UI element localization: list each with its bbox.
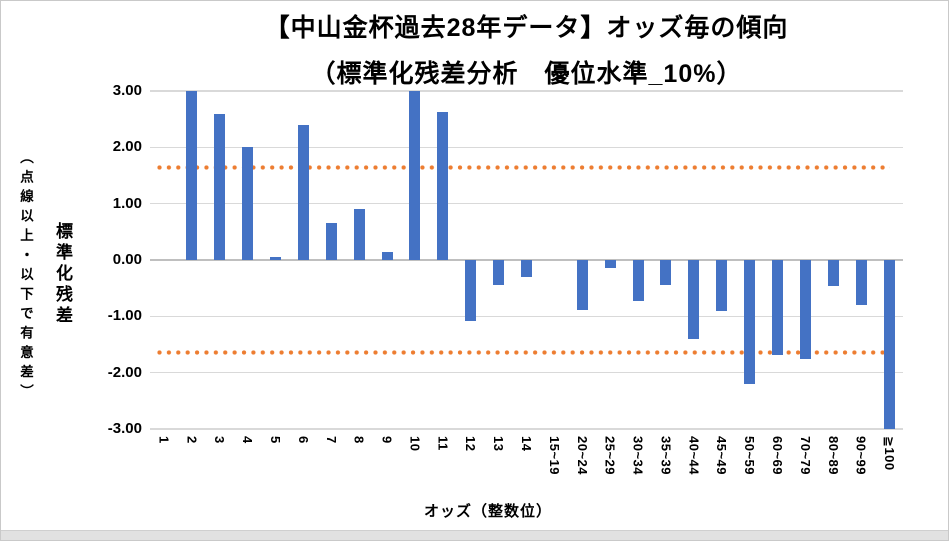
bar: [883, 260, 895, 429]
bar: [772, 260, 783, 355]
y-tick-label: 2.00: [112, 138, 142, 156]
x-tick-label: 20~24: [574, 436, 590, 476]
x-tick-label: 4: [240, 436, 256, 444]
bar: [381, 252, 393, 260]
y-tick-label: -1.00: [107, 307, 142, 325]
x-tick-label: 50~59: [742, 436, 758, 476]
x-tick-label: 15~19: [546, 436, 562, 476]
x-tick-label: 14: [519, 436, 534, 452]
x-tick-label: 10: [407, 436, 423, 452]
y-axis-subtitle: （点線以上・以下で有意差）: [18, 150, 33, 404]
gridline: [150, 202, 903, 205]
bar: [576, 260, 588, 311]
bar: [799, 260, 811, 359]
gridline: [150, 428, 903, 430]
bar: [521, 260, 532, 277]
x-tick-label: 1: [156, 436, 172, 444]
x-tick-label: 3: [212, 436, 228, 444]
x-tick-label: 2: [184, 436, 200, 444]
x-tick-label: 6: [295, 436, 311, 444]
bar: [270, 256, 281, 260]
x-tick-label: 8: [351, 436, 367, 444]
bar: [353, 208, 365, 260]
x-tick-label: 35~39: [658, 436, 674, 476]
significance-dotted-line: [157, 349, 890, 355]
x-tick-label: 25~29: [602, 436, 618, 476]
x-tick-label: 90~99: [853, 436, 869, 476]
bottom-strip: [0, 530, 949, 541]
gridline: [150, 315, 903, 318]
x-tick-label: 70~79: [797, 436, 813, 476]
gridline: [150, 371, 903, 374]
x-axis-title: オッズ（整数位）: [423, 503, 552, 520]
bar: [465, 260, 477, 321]
bar: [409, 91, 421, 260]
bar: [660, 260, 672, 285]
chart-title-line2: （標準化残差分析 優位水準_10%）: [310, 60, 743, 88]
y-axis-title: 標準化残差: [53, 222, 72, 327]
x-tick-label: 5: [268, 436, 283, 444]
bar: [688, 260, 700, 339]
bar: [604, 260, 616, 269]
x-tick-label: 11: [435, 436, 451, 451]
bar: [855, 260, 867, 305]
bar: [325, 222, 337, 260]
bar: [437, 111, 449, 260]
x-tick-label: 13: [491, 436, 507, 452]
x-tick-label: 80~89: [825, 436, 841, 476]
gridline: [150, 146, 903, 149]
x-tick-label: 45~49: [714, 436, 730, 476]
y-tick-label: 0.00: [112, 251, 142, 268]
y-tick-label: -2.00: [107, 363, 142, 381]
gridline: [150, 90, 903, 92]
x-tick-label: 60~69: [770, 436, 785, 476]
y-tick-label: 3.00: [112, 82, 142, 99]
x-tick-label: 12: [463, 436, 479, 452]
bar: [744, 260, 756, 385]
x-tick-label: 7: [323, 436, 339, 444]
bar: [716, 260, 728, 311]
bar: [493, 260, 505, 286]
significance-dotted-line: [157, 165, 890, 171]
bar: [632, 260, 644, 301]
y-tick-label: 1.00: [112, 194, 142, 212]
chart-title-line1: 【中山金杯過去28年データ】オッズ毎の傾向: [264, 14, 789, 42]
bar: [186, 91, 198, 260]
bar: [242, 146, 254, 260]
x-tick-label: 40~44: [686, 436, 702, 476]
bar: [827, 260, 839, 286]
bar: [297, 124, 309, 260]
bar: [214, 113, 226, 260]
y-tick-label: -3.00: [107, 420, 142, 437]
x-tick-label: 30~34: [630, 436, 646, 476]
x-tick-label: 9: [379, 436, 395, 444]
x-tick-label: ≧100: [882, 436, 898, 471]
